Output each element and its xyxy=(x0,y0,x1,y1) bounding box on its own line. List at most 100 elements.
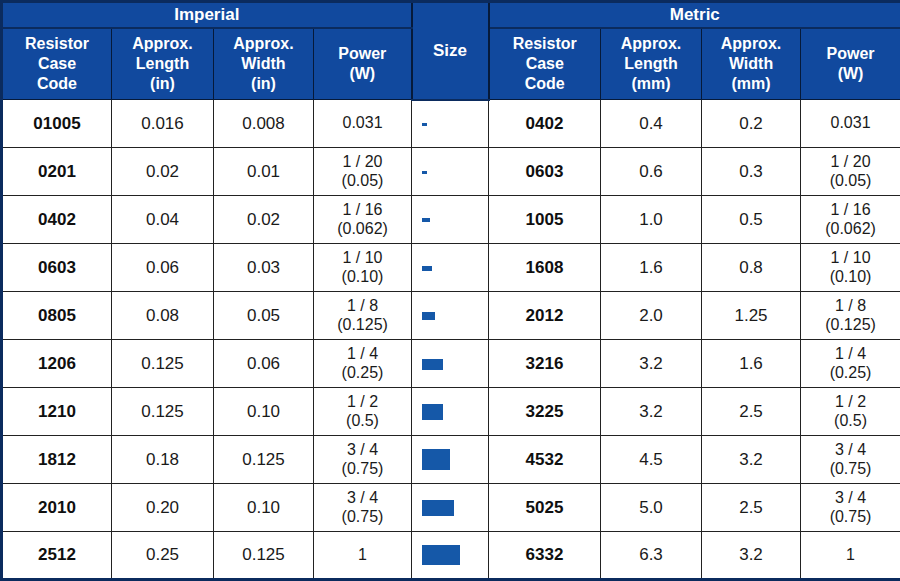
imperial-case-code-cell: 0603 xyxy=(2,244,112,292)
imperial-width-header: Approx. Width (in) xyxy=(214,28,314,100)
resistor-size-swatch xyxy=(422,500,454,516)
metric-power-cell: 1 / 10 (0.10) xyxy=(801,244,900,292)
metric-length-cell: 0.6 xyxy=(601,148,702,196)
metric-length-cell: 1.0 xyxy=(601,196,702,244)
imperial-length-header: Approx. Length (in) xyxy=(112,28,214,100)
metric-width-cell: 0.8 xyxy=(702,244,801,292)
imperial-width-cell: 0.03 xyxy=(214,244,314,292)
imperial-width-cell: 0.05 xyxy=(214,292,314,340)
table-row: 0603 0.06 0.03 1 / 10 (0.10) 1608 1.6 0.… xyxy=(2,244,900,292)
imperial-width-cell: 0.10 xyxy=(214,388,314,436)
resistor-size-swatch xyxy=(422,218,430,222)
metric-power-cell: 3 / 4 (0.75) xyxy=(801,436,900,484)
imperial-width-cell: 0.125 xyxy=(214,532,314,580)
imperial-power-cell: 1 / 16 (0.062) xyxy=(314,196,412,244)
metric-power-cell: 1 / 4 (0.25) xyxy=(801,340,900,388)
metric-width-cell: 1.6 xyxy=(702,340,801,388)
imperial-power-cell: 1 / 8 (0.125) xyxy=(314,292,412,340)
imperial-power-cell: 3 / 4 (0.75) xyxy=(314,484,412,532)
table-body: 01005 0.016 0.008 0.03 1 0402 0.4 0.2 0.0… xyxy=(2,100,900,580)
size-swatch-cell xyxy=(412,388,489,436)
metric-section-header: Metric xyxy=(489,2,900,28)
metric-case-code-cell: 6332 xyxy=(489,532,601,580)
imperial-case-code-cell: 1206 xyxy=(2,340,112,388)
metric-width-cell: 3.2 xyxy=(702,532,801,580)
resistor-size-swatch xyxy=(422,123,427,126)
metric-power-header: Power (W) xyxy=(801,28,900,100)
table-row: 2512 0.25 0.125 1 6332 6.3 3.2 1 xyxy=(2,532,900,580)
metric-length-cell: 4.5 xyxy=(601,436,702,484)
imperial-power-cell: 1 / 20 (0.05) xyxy=(314,148,412,196)
imperial-length-cell: 0.04 xyxy=(112,196,214,244)
imperial-section-header: Imperial xyxy=(2,2,412,28)
table-row: 0805 0.08 0.05 1 / 8 (0.125) 2012 2.0 1.… xyxy=(2,292,900,340)
metric-width-cell: 2.5 xyxy=(702,484,801,532)
imperial-length-cell: 0.06 xyxy=(112,244,214,292)
metric-power-cell: 1 / 20 (0.05) xyxy=(801,148,900,196)
size-swatch-cell xyxy=(412,100,489,148)
imperial-power-header: Power (W) xyxy=(314,28,412,100)
imperial-power-cell: 1 / 4 (0.25) xyxy=(314,340,412,388)
resistor-size-table: Imperial Size Metric Resistor Case Code … xyxy=(0,0,900,581)
imperial-case-code-header: Resistor Case Code xyxy=(2,28,112,100)
imperial-case-code-cell: 01005 xyxy=(2,100,112,148)
table-row: 2010 0.20 0.10 3 / 4 (0.75) 5025 5.0 2.5… xyxy=(2,484,900,532)
imperial-power-cell: 1 / 10 (0.10) xyxy=(314,244,412,292)
imperial-power-cell: 3 / 4 (0.75) xyxy=(314,436,412,484)
imperial-width-cell: 0.02 xyxy=(214,196,314,244)
metric-case-code-cell: 2012 xyxy=(489,292,601,340)
resistor-size-swatch xyxy=(422,545,460,565)
imperial-width-cell: 0.01 xyxy=(214,148,314,196)
metric-case-code-cell: 1608 xyxy=(489,244,601,292)
size-swatch-cell xyxy=(412,340,489,388)
metric-length-cell: 1.6 xyxy=(601,244,702,292)
imperial-length-cell: 0.25 xyxy=(112,532,214,580)
imperial-length-cell: 0.02 xyxy=(112,148,214,196)
resistor-size-swatch xyxy=(422,312,435,320)
imperial-case-code-cell: 2512 xyxy=(2,532,112,580)
table-row: 0402 0.04 0.02 1 / 16 (0.062) 1005 1.0 0… xyxy=(2,196,900,244)
metric-width-cell: 2.5 xyxy=(702,388,801,436)
metric-power-cell: 1 xyxy=(801,532,900,580)
imperial-length-cell: 0.125 xyxy=(112,388,214,436)
table-row: 1206 0.125 0.06 1 / 4 (0.25) 3216 3.2 1.… xyxy=(2,340,900,388)
metric-width-cell: 0.2 xyxy=(702,100,801,148)
size-swatch-cell xyxy=(412,436,489,484)
metric-case-code-header: Resistor Case Code xyxy=(489,28,601,100)
metric-power-cell: 1 / 2 (0.5) xyxy=(801,388,900,436)
imperial-length-cell: 0.016 xyxy=(112,100,214,148)
imperial-case-code-cell: 0402 xyxy=(2,196,112,244)
metric-case-code-cell: 0603 xyxy=(489,148,601,196)
metric-width-cell: 0.3 xyxy=(702,148,801,196)
imperial-power-cell: 1 xyxy=(314,532,412,580)
metric-case-code-cell: 0402 xyxy=(489,100,601,148)
imperial-length-cell: 0.08 xyxy=(112,292,214,340)
imperial-case-code-cell: 0201 xyxy=(2,148,112,196)
imperial-width-cell: 0.06 xyxy=(214,340,314,388)
imperial-power-cell: 1 / 2 (0.5) xyxy=(314,388,412,436)
metric-power-cell: 1 / 16 (0.062) xyxy=(801,196,900,244)
resistor-size-swatch xyxy=(422,171,427,174)
size-swatch-cell xyxy=(412,532,489,580)
metric-case-code-cell: 5025 xyxy=(489,484,601,532)
table-row: 1812 0.18 0.125 3 / 4 (0.75) 4532 4.5 3.… xyxy=(2,436,900,484)
imperial-case-code-cell: 1812 xyxy=(2,436,112,484)
metric-width-header: Approx. Width (mm) xyxy=(702,28,801,100)
imperial-case-code-cell: 1210 xyxy=(2,388,112,436)
metric-case-code-cell: 4532 xyxy=(489,436,601,484)
imperial-width-cell: 0.10 xyxy=(214,484,314,532)
imperial-width-cell: 0.008 xyxy=(214,100,314,148)
table-row: 01005 0.016 0.008 0.031 0402 0.4 0.2 0.0… xyxy=(2,100,900,148)
metric-length-header: Approx. Length (mm) xyxy=(601,28,702,100)
size-column-header: Size xyxy=(412,2,489,100)
metric-width-cell: 0.5 xyxy=(702,196,801,244)
metric-length-cell: 3.2 xyxy=(601,388,702,436)
imperial-length-cell: 0.18 xyxy=(112,436,214,484)
resistor-size-swatch xyxy=(422,266,432,271)
metric-length-cell: 0.4 xyxy=(601,100,702,148)
resistor-size-swatch xyxy=(422,404,443,420)
metric-width-cell: 3.2 xyxy=(702,436,801,484)
resistor-size-chart: Imperial Size Metric Resistor Case Code … xyxy=(0,0,900,581)
table-row: 0201 0.02 0.01 1 / 20 (0.05) 0603 0.6 0.… xyxy=(2,148,900,196)
metric-length-cell: 5.0 xyxy=(601,484,702,532)
